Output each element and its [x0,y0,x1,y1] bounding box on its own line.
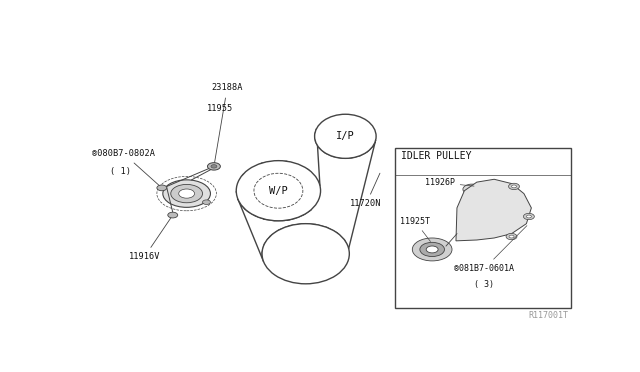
Ellipse shape [236,161,321,221]
Circle shape [168,212,178,218]
Text: 11955: 11955 [207,103,233,112]
Text: ( 3): ( 3) [474,280,494,289]
Circle shape [426,246,438,253]
Ellipse shape [254,173,303,208]
Text: 11925T: 11925T [400,217,431,241]
Circle shape [463,184,481,195]
Text: 11916V: 11916V [129,217,171,262]
Text: IDLER PULLEY: IDLER PULLEY [401,151,472,161]
Text: W/P: W/P [269,186,288,196]
Circle shape [211,165,217,168]
Circle shape [524,214,534,219]
Circle shape [157,185,167,191]
Circle shape [420,242,444,257]
Ellipse shape [315,114,376,158]
Text: ®081B7-0601A: ®081B7-0601A [454,226,527,273]
Text: ( 1): ( 1) [110,167,131,176]
Circle shape [412,238,452,261]
Circle shape [163,180,211,207]
Text: 23188A: 23188A [211,83,243,164]
Circle shape [509,235,514,238]
Text: I/P: I/P [336,131,355,141]
Text: ®080B7-0802A: ®080B7-0802A [92,149,160,186]
Circle shape [506,233,517,240]
Text: 11720N: 11720N [350,173,382,208]
Circle shape [171,185,202,203]
Bar [395,148,571,308]
Circle shape [202,200,211,205]
Polygon shape [456,179,531,241]
Circle shape [179,189,195,198]
Circle shape [527,215,531,218]
Circle shape [511,185,516,188]
Text: R117001T: R117001T [529,311,568,320]
Ellipse shape [262,224,349,284]
Text: 11926P: 11926P [425,178,474,187]
Circle shape [509,183,520,190]
Circle shape [207,163,220,170]
